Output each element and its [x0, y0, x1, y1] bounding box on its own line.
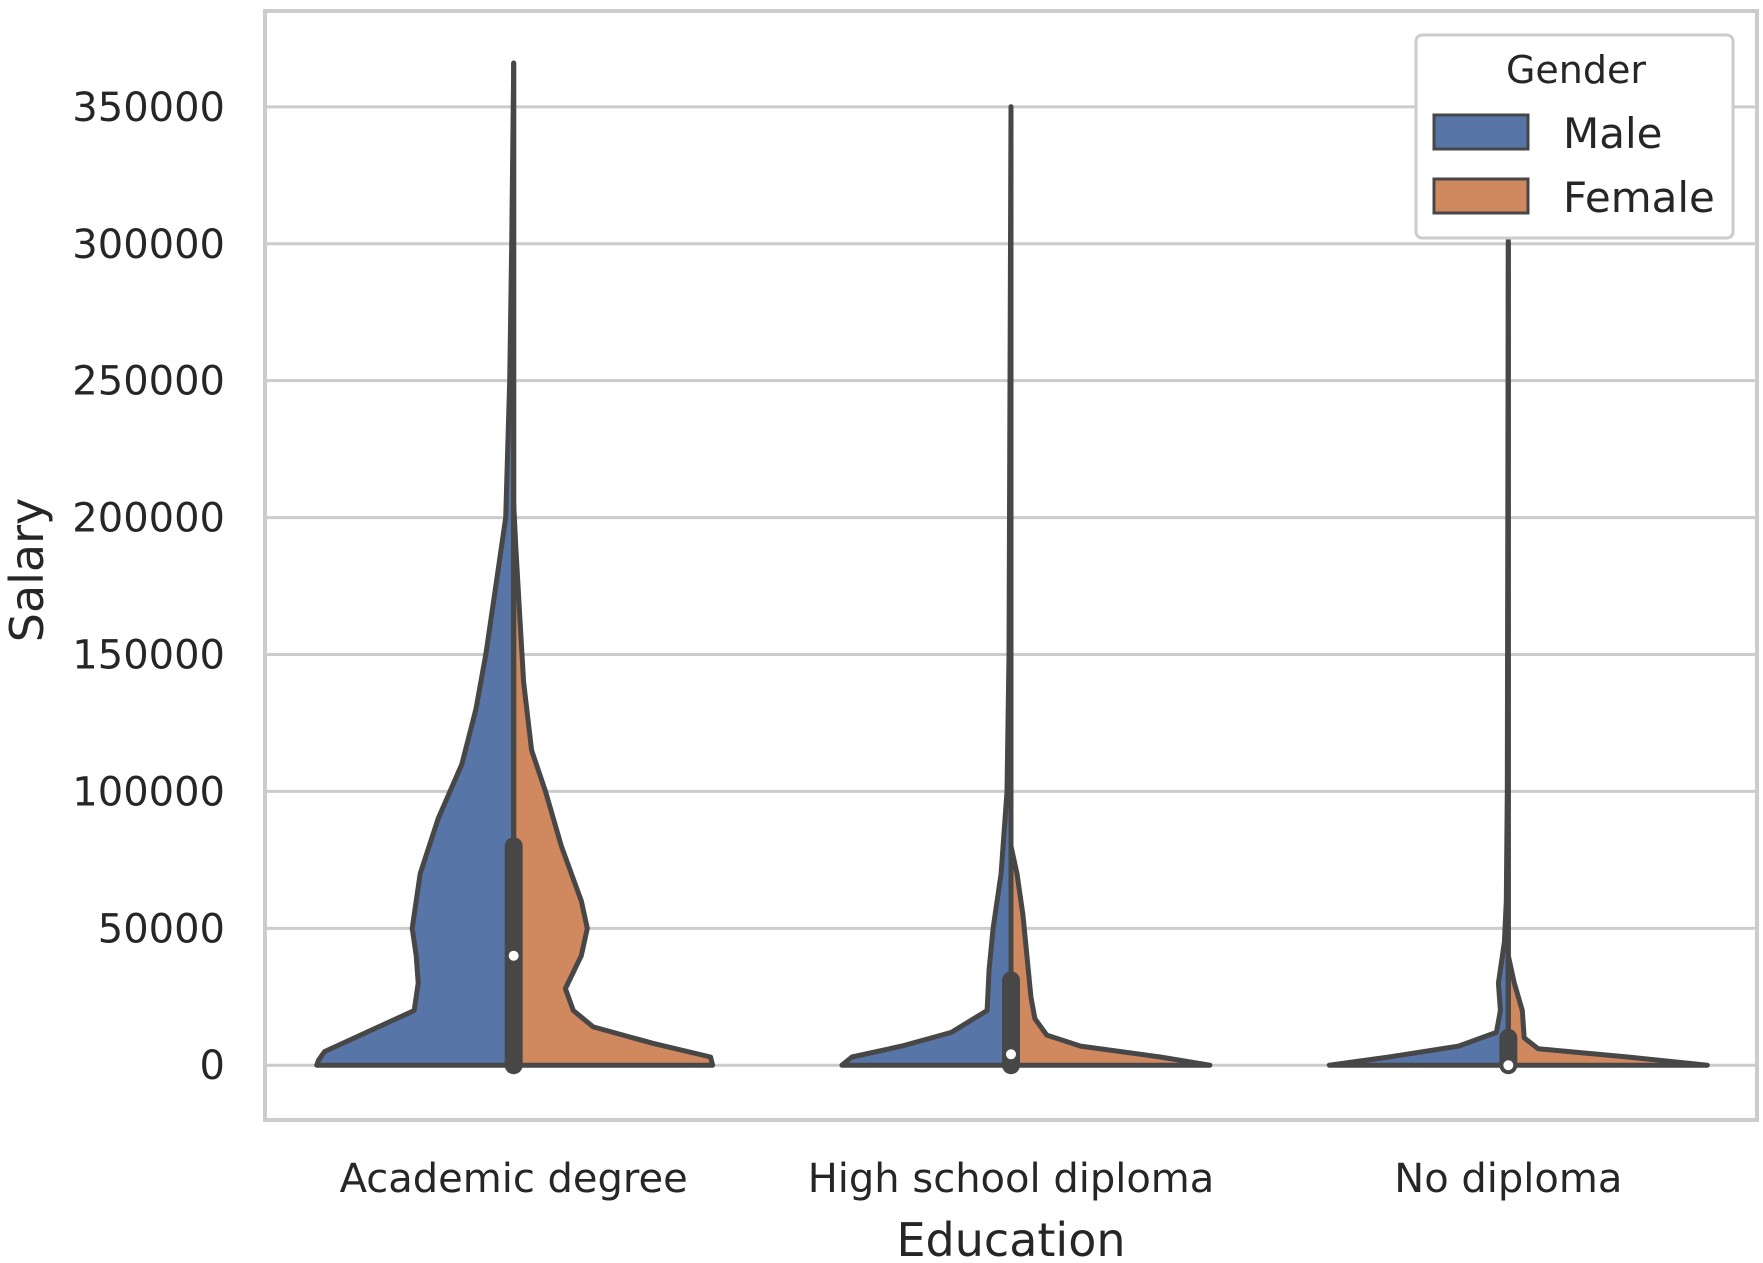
violin-female	[1008, 843, 1213, 1068]
y-tick-label: 350000	[72, 85, 225, 131]
legend-swatch-male	[1432, 113, 1530, 151]
box-median	[1503, 1060, 1514, 1071]
y-tick-labels: 0 50000 100000 150000 200000 250000 300000 3500…	[72, 85, 225, 1089]
box-median	[508, 950, 519, 961]
plot-frame	[263, 9, 1759, 1122]
box-plots	[504, 60, 1518, 1075]
legend-label-male: Male	[1563, 109, 1662, 158]
violin-female	[511, 501, 716, 1068]
y-axis-title: Salary	[0, 498, 54, 643]
y-tick-label: 100000	[72, 769, 225, 815]
violin-male	[314, 60, 517, 1068]
x-tick-labels: Academic degree High school diploma No dip…	[340, 1156, 1623, 1202]
y-tick-label: 250000	[72, 359, 225, 405]
legend-swatch-female	[1432, 177, 1530, 215]
y-tick-label: 150000	[72, 632, 225, 678]
x-tick-label: Academic degree	[340, 1156, 688, 1202]
y-tick-label: 200000	[72, 496, 225, 542]
legend-title: Gender	[1506, 48, 1646, 92]
x-tick-label: High school diploma	[808, 1156, 1215, 1202]
y-tick-label: 300000	[72, 222, 225, 268]
legend: Gender Male Female	[1414, 33, 1735, 240]
box-median	[1006, 1049, 1016, 1060]
x-tick-label: No diploma	[1394, 1156, 1622, 1202]
legend-label-female: Female	[1563, 173, 1715, 222]
y-tick-label: 50000	[98, 906, 225, 952]
y-tick-label: 0	[200, 1043, 225, 1089]
x-axis-title: Education	[896, 1213, 1125, 1263]
